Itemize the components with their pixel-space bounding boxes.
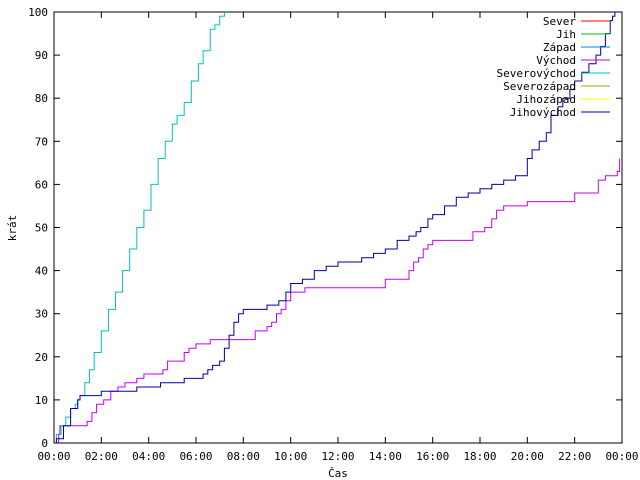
x-axis-ticks: 00:00 02:00 04:00 06:00 08:00 10:00 12:00 14:00… [37,12,639,463]
x-tick-label: 00:00 [605,450,638,463]
legend-label: Severozápad [503,80,576,93]
legend-label: Severovýchod [497,67,576,80]
x-tick-label: 02:00 [85,450,118,463]
x-tick-label: 18:00 [463,450,496,463]
x-tick-label: 12:00 [321,450,354,463]
y-tick-label: 80 [35,92,48,105]
legend-label: Jihovýchod [510,106,576,119]
x-tick-label: 16:00 [416,450,449,463]
x-tick-label: 04:00 [132,450,165,463]
x-tick-label: 08:00 [227,450,260,463]
y-tick-label: 100 [28,6,48,19]
y-axis-title: krát [6,215,19,242]
y-tick-label: 50 [35,222,48,235]
y-tick-label: 0 [41,437,48,450]
x-tick-label: 20:00 [511,450,544,463]
series-line-Severovýchod [54,12,225,444]
legend-label: Západ [543,41,576,54]
y-axis-ticks: 0 10 20 30 40 50 60 70 80 90 100 [28,6,622,450]
x-tick-label: 06:00 [179,450,212,463]
series-group [54,12,621,444]
y-tick-label: 20 [35,351,48,364]
x-tick-label: 00:00 [37,450,70,463]
x-tick-label: 22:00 [558,450,591,463]
legend: SeverJihZápadVýchodSeverovýchodSeverozáp… [497,15,610,119]
legend-label: Jih [556,28,576,41]
legend-label: Sever [543,15,576,28]
y-tick-label: 10 [35,394,48,407]
y-tick-label: 40 [35,265,48,278]
series-line-Východ [54,158,621,444]
y-tick-label: 70 [35,135,48,148]
y-tick-label: 90 [35,49,48,62]
y-tick-label: 60 [35,178,48,191]
x-axis-title: Čas [328,467,348,480]
y-tick-label: 30 [35,308,48,321]
legend-label: Východ [536,54,576,67]
x-tick-label: 14:00 [369,450,402,463]
series-line-Jihovýchod [54,12,616,444]
x-tick-label: 10:00 [274,450,307,463]
legend-label: Jihozápad [516,93,576,106]
